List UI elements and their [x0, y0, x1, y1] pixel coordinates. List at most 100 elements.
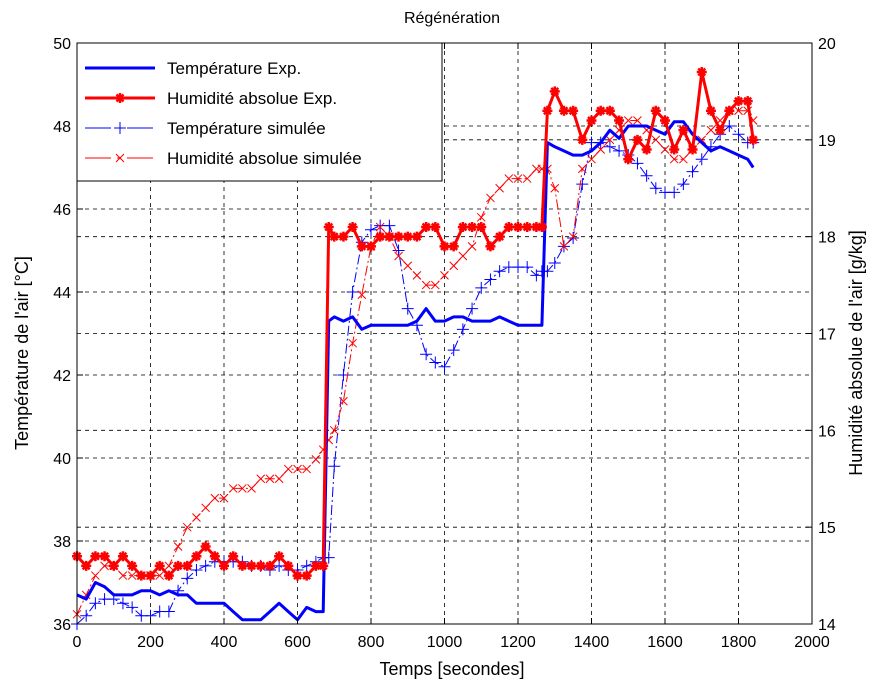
data-point [440, 271, 449, 280]
data-point [513, 174, 523, 183]
data-point [375, 222, 385, 232]
x-tick-label: 2000 [794, 634, 830, 651]
data-point [181, 572, 194, 585]
legend-marker [115, 153, 125, 163]
data-point [641, 144, 652, 155]
data-point [448, 241, 459, 252]
y-tick-label-left: 40 [53, 451, 71, 468]
data-point [605, 135, 615, 145]
data-point [384, 231, 395, 242]
data-point [542, 105, 553, 116]
data-point [476, 221, 487, 232]
data-point [457, 221, 468, 232]
data-point [127, 560, 138, 571]
y-tick-label-left: 36 [53, 617, 71, 634]
x-tick-label: 0 [73, 634, 82, 651]
data-point [210, 493, 220, 503]
data-point [265, 474, 275, 484]
data-point [302, 464, 312, 474]
data-point [522, 174, 532, 183]
data-point [696, 67, 707, 78]
data-point [403, 261, 413, 271]
data-point [228, 484, 238, 493]
data-point [438, 360, 451, 373]
data-point [603, 140, 616, 153]
data-point [89, 597, 102, 610]
data-point [283, 464, 293, 474]
data-point [237, 560, 248, 571]
data-point [504, 174, 514, 183]
data-point [447, 344, 460, 357]
data-point [256, 474, 266, 484]
data-point [402, 231, 413, 242]
data-point [706, 125, 716, 135]
x-tick-label: 1000 [427, 634, 463, 651]
data-point [116, 597, 129, 610]
data-point [81, 560, 92, 571]
x-tick-label: 400 [211, 634, 238, 651]
data-point [292, 570, 303, 581]
data-point [200, 541, 211, 552]
data-point [401, 302, 414, 315]
data-point [475, 281, 488, 294]
data-point [660, 145, 670, 154]
data-point [604, 105, 615, 116]
data-point [586, 115, 597, 126]
series-line [76, 120, 755, 622]
data-point [536, 221, 547, 232]
data-point [485, 241, 496, 252]
data-point [91, 571, 100, 580]
series-0 [76, 120, 755, 622]
data-point [163, 570, 174, 581]
data-point [347, 221, 358, 232]
data-point [595, 105, 606, 116]
data-point [513, 221, 523, 232]
data-point [162, 605, 175, 618]
data-point [228, 551, 239, 562]
data-point [695, 153, 708, 166]
data-point [668, 186, 681, 199]
legend-marker [115, 93, 125, 103]
data-point [531, 221, 542, 232]
data-point [274, 474, 284, 484]
data-point [118, 571, 128, 580]
data-point [613, 144, 626, 157]
data-point [421, 221, 432, 232]
data-point [191, 551, 202, 562]
data-point [476, 212, 486, 222]
data-point [732, 128, 745, 141]
legend: Température Exp. Humidité absolue Exp. Tem… [76, 42, 443, 182]
data-point [429, 356, 442, 369]
legend-label: Température simulée [167, 119, 326, 138]
data-point [466, 302, 479, 315]
data-point [494, 231, 505, 242]
data-point [192, 513, 201, 522]
data-point [164, 561, 174, 571]
data-point [467, 221, 478, 232]
data-point [549, 86, 560, 97]
data-point [328, 460, 341, 473]
data-point [300, 559, 313, 572]
legend-box [76, 42, 443, 182]
data-point [219, 493, 229, 503]
data-point [493, 265, 506, 278]
data-point [117, 551, 128, 562]
y-tick-label-left: 44 [53, 285, 71, 302]
data-point [577, 164, 587, 174]
data-point [632, 134, 643, 145]
data-point [356, 241, 367, 252]
data-point [190, 564, 203, 577]
data-point [329, 425, 339, 435]
data-point [587, 154, 596, 164]
data-point [742, 96, 753, 107]
data-point [264, 560, 275, 571]
data-point [715, 125, 726, 136]
data-point [576, 178, 589, 191]
y-axis-label-right: Humidité absolue de l'air [g/kg] [846, 230, 866, 476]
series-3 [72, 106, 758, 619]
data-point [392, 244, 405, 257]
data-point [550, 183, 560, 193]
data-point [669, 144, 680, 155]
data-point [283, 560, 294, 571]
